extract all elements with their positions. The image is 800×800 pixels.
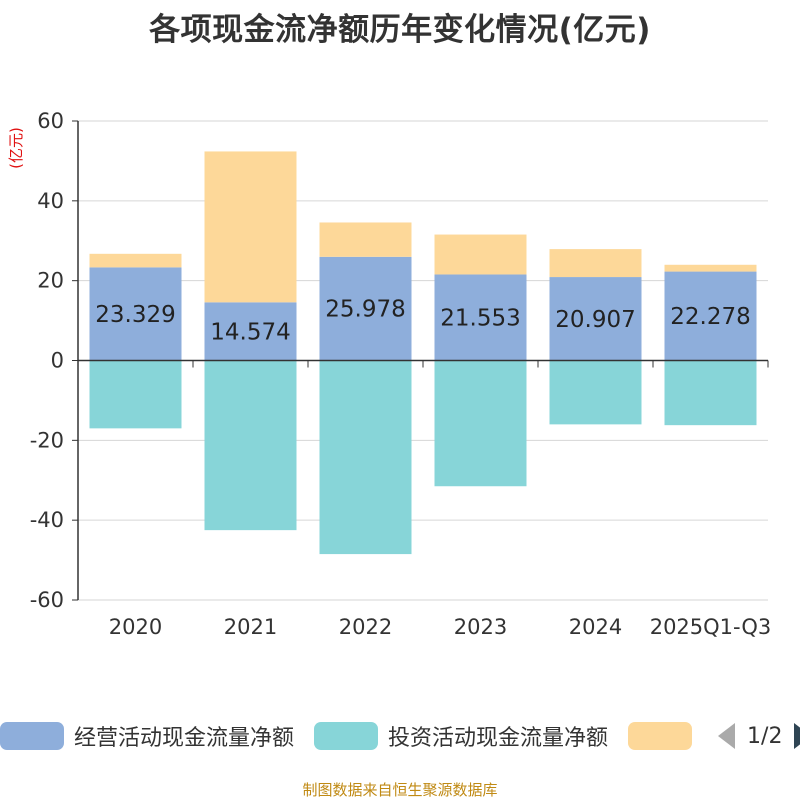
bar-2025Q1-Q3-series-1 xyxy=(664,360,757,426)
bar-2021-series-1 xyxy=(204,360,297,531)
axes: 60 40 20 0 -20 -40 -60 2020 2021 2022 2023 2024 2025… xyxy=(30,109,772,639)
grid-lines xyxy=(78,120,768,601)
bar-2020-series-0 xyxy=(89,267,182,361)
bar-2022-series-1 xyxy=(319,360,412,555)
source-footer: 制图数据来自恒生聚源数据库 xyxy=(302,781,498,799)
y-tick-label: 60 xyxy=(37,109,64,133)
x-tick-label: 2020 xyxy=(109,615,162,639)
chart-title: 各项现金流净额历年变化情况(亿元) xyxy=(149,12,651,48)
data-labels: 23.329 14.574 25.978 21.553 20.907 22.278 xyxy=(95,297,750,346)
bar-2025Q1-Q3-series-0 xyxy=(664,271,757,361)
legend-prev-icon[interactable] xyxy=(718,723,736,749)
legend-label-operating: 经营活动现金流量净额 xyxy=(74,726,295,751)
legend-swatch-financing xyxy=(628,722,693,750)
bar-2023-series-2 xyxy=(434,234,527,275)
bar-value-label: 21.553 xyxy=(440,305,520,331)
y-tick-label: 20 xyxy=(37,269,64,293)
bar-2024-series-0 xyxy=(549,277,642,361)
legend-swatch-investing xyxy=(314,722,379,750)
legend-item-operating[interactable]: 经营活动现金流量净额 xyxy=(0,720,294,752)
bar-value-label: 25.978 xyxy=(325,297,405,323)
bar-2022-series-0 xyxy=(319,256,412,361)
bar-2020-series-1 xyxy=(89,360,182,429)
legend-next-icon[interactable] xyxy=(794,723,800,749)
bar-value-label: 23.329 xyxy=(95,302,175,328)
x-tick-label: 2024 xyxy=(569,615,622,639)
y-tick-label: -20 xyxy=(30,428,64,452)
x-tick-label: 2021 xyxy=(224,615,277,639)
bar-value-label: 20.907 xyxy=(555,307,635,333)
bar-chart: 60 40 20 0 -20 -40 -60 2020 2021 2022 2023 2024 2025… xyxy=(7,109,772,639)
y-tick-label: 0 xyxy=(51,349,64,373)
y-tick-label: -40 xyxy=(30,508,64,532)
bar-2025Q1-Q3-series-2 xyxy=(664,264,757,272)
legend-pager: 1/2 xyxy=(718,723,800,749)
bar-2023-series-1 xyxy=(434,360,527,487)
bar-2024-series-1 xyxy=(549,360,642,425)
legend-page-indicator: 1/2 xyxy=(747,723,783,749)
bar-2020-series-2 xyxy=(89,253,182,268)
legend-item-investing[interactable]: 投资活动现金流量净额 xyxy=(314,720,608,752)
legend-label-investing: 投资活动现金流量净额 xyxy=(388,726,609,751)
bar-2023-series-0 xyxy=(434,274,527,361)
x-tick-label: 2025Q1-Q3 xyxy=(650,615,772,639)
bar-2021-series-0 xyxy=(204,302,297,361)
bar-value-label: 22.278 xyxy=(670,304,750,330)
y-axis-unit: (亿元) xyxy=(7,127,25,169)
bar-2021-series-2 xyxy=(204,151,297,303)
y-tick-label: -60 xyxy=(30,588,64,612)
legend: 经营活动现金流量净额 投资活动现金流量净额 1/2 xyxy=(0,716,800,756)
bar-2024-series-2 xyxy=(549,249,642,278)
bars xyxy=(89,151,757,555)
x-tick-label: 2023 xyxy=(454,615,507,639)
x-tick-label: 2022 xyxy=(339,615,392,639)
legend-swatch-operating xyxy=(0,722,64,750)
y-tick-label: 40 xyxy=(37,189,64,213)
bar-value-label: 14.574 xyxy=(210,319,290,345)
legend-item-financing[interactable] xyxy=(628,722,693,750)
bar-2022-series-2 xyxy=(319,222,412,257)
